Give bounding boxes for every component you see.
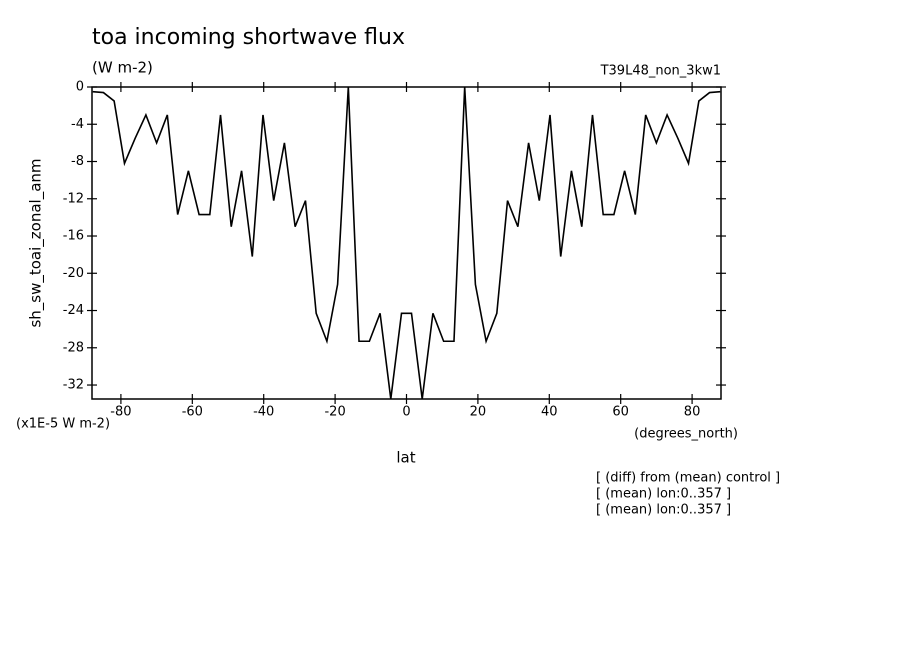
- note: [ (mean) lon:0..357 ]: [596, 487, 731, 502]
- note: [ (diff) from (mean) control ]: [596, 471, 780, 486]
- y-tick-label: -16: [63, 229, 84, 244]
- x-tick-label: -80: [110, 405, 131, 420]
- x-units: (degrees_north): [634, 427, 738, 442]
- x-tick-label: -20: [324, 405, 345, 420]
- x-axis-label: lat: [396, 449, 415, 467]
- y-tick-label: -20: [63, 266, 84, 281]
- x-tick-label: 0: [402, 405, 410, 420]
- y-axis-label: sh_sw_toai_zonal_anm: [27, 158, 46, 327]
- chart-title: toa incoming shortwave flux: [92, 25, 405, 50]
- y-units: (x1E-5 W m-2): [16, 417, 110, 432]
- x-tick-label: -40: [253, 405, 274, 420]
- x-tick-label: -60: [182, 405, 203, 420]
- x-tick-label: 60: [612, 405, 629, 420]
- y-tick-label: -4: [71, 117, 84, 132]
- y-tick-label: -28: [63, 340, 84, 355]
- y-tick-label: -24: [63, 303, 84, 318]
- data-line: [92, 86, 721, 400]
- y-tick-label: -12: [63, 191, 84, 206]
- x-tick-label: 40: [541, 405, 558, 420]
- plot-frame: [91, 86, 722, 400]
- y-tick-label: 0: [76, 80, 84, 95]
- y-tick-label: -32: [63, 378, 84, 393]
- x-tick-label: 80: [684, 405, 701, 420]
- run-label: T39L48_non_3kw1: [600, 64, 721, 79]
- y-tick-label: -8: [71, 154, 84, 169]
- note: [ (mean) lon:0..357 ]: [596, 503, 731, 518]
- chart-subtitle: (W m-2): [92, 59, 153, 77]
- x-tick-label: 20: [470, 405, 487, 420]
